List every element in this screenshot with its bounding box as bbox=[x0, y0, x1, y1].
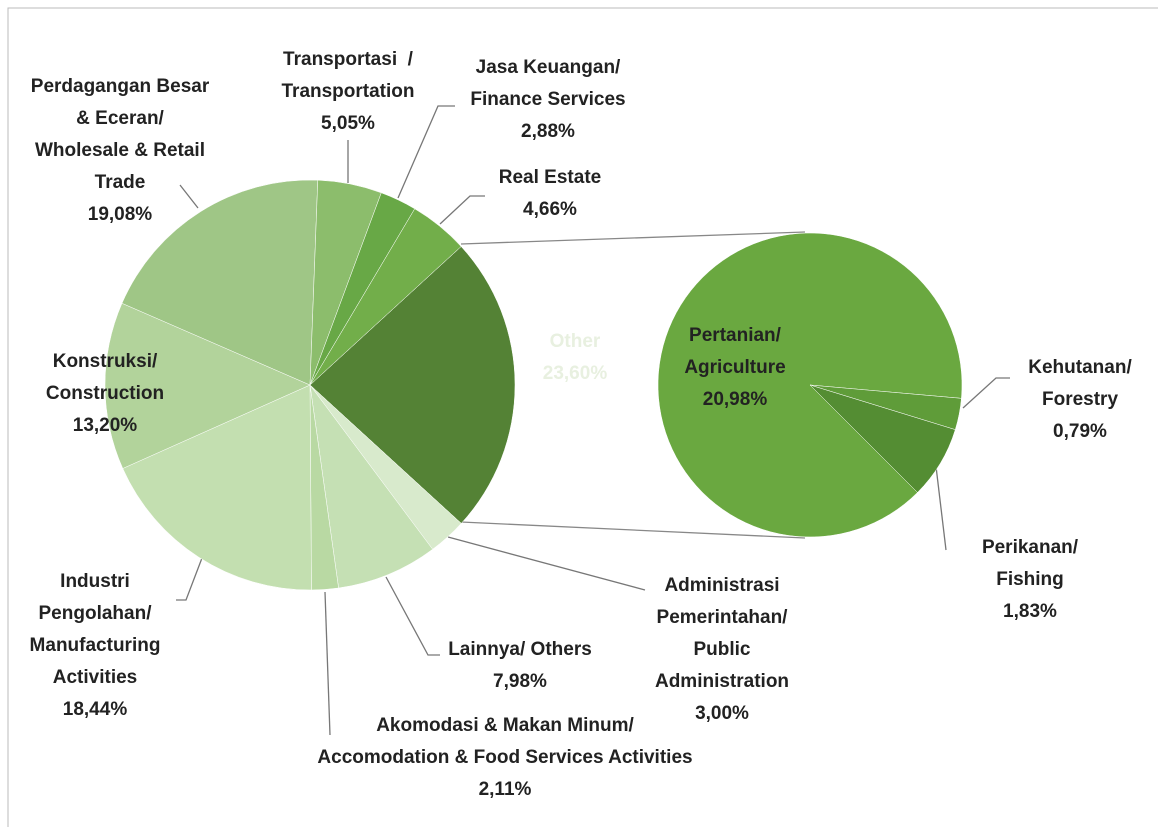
category-label: Akomodasi & Makan Minum/ Accomodation & … bbox=[317, 715, 693, 768]
value-label: 13,20% bbox=[72, 415, 138, 436]
leader-line bbox=[439, 195, 485, 225]
value-label: 7,98% bbox=[493, 671, 547, 692]
category-label: Transportasi / Transportation bbox=[281, 49, 415, 102]
value-label: 5,05% bbox=[321, 113, 375, 134]
leader-line bbox=[179, 184, 199, 209]
category-label: Real Estate bbox=[498, 167, 602, 188]
category-label: Pertanian/ Agriculture bbox=[684, 325, 786, 378]
value-label: 18,44% bbox=[62, 699, 128, 720]
slice bbox=[122, 384, 312, 591]
slice-label: Perdagangan Besar & Eceran/ Wholesale & … bbox=[31, 71, 209, 231]
category-label: Other bbox=[549, 331, 601, 352]
slice bbox=[309, 384, 433, 589]
leader-line bbox=[962, 377, 1010, 409]
value-label: 23,60% bbox=[542, 363, 608, 384]
slice-label: Industri Pengolahan/ Manufacturing Activ… bbox=[30, 566, 161, 726]
leader-line bbox=[324, 591, 331, 736]
connectors bbox=[460, 231, 806, 539]
slice bbox=[121, 179, 319, 386]
slice-label: Real Estate 4,66% bbox=[499, 162, 601, 226]
leader-line bbox=[447, 536, 646, 591]
slice bbox=[309, 208, 462, 386]
category-label: Kehutanan/ Forestry bbox=[1028, 357, 1132, 410]
leader-line bbox=[385, 576, 440, 656]
category-label: Konstruksi/ Construction bbox=[45, 351, 165, 404]
leader-line bbox=[176, 557, 203, 601]
slice bbox=[809, 384, 956, 493]
category-label: Industri Pengolahan/ Manufacturing Activ… bbox=[29, 571, 161, 688]
connector bbox=[460, 231, 806, 245]
slice bbox=[104, 302, 311, 469]
slice-label: Jasa Keuangan/ Finance Services 2,88% bbox=[470, 52, 625, 148]
slice bbox=[309, 246, 516, 524]
slice-label: Lainnya/ Others 7,98% bbox=[448, 634, 592, 698]
connector bbox=[460, 521, 806, 539]
slice-label: Kehutanan/ Forestry 0,79% bbox=[1028, 352, 1131, 448]
category-label: Perikanan/ Fishing bbox=[981, 537, 1079, 590]
category-label: Administrasi Pemerintahan/ Public Admini… bbox=[654, 575, 790, 692]
leader-line bbox=[397, 105, 455, 199]
slice-label: Pertanian/ Agriculture 20,98% bbox=[684, 320, 785, 416]
value-label: 1,83% bbox=[1003, 601, 1057, 622]
slice-label: Transportasi / Transportation 5,05% bbox=[281, 44, 414, 140]
slice-label: Other 23,60% bbox=[543, 326, 607, 390]
value-label: 2,88% bbox=[521, 121, 575, 142]
value-label: 3,00% bbox=[695, 703, 749, 724]
slice-label: Administrasi Pemerintahan/ Public Admini… bbox=[655, 570, 789, 730]
category-label: Perdagangan Besar & Eceran/ Wholesale & … bbox=[30, 76, 210, 193]
category-label: Jasa Keuangan/ Finance Services bbox=[470, 57, 626, 110]
frame bbox=[7, 7, 1158, 827]
leader-lines bbox=[176, 105, 1010, 736]
slice-label: Perikanan/ Fishing 1,83% bbox=[982, 532, 1078, 628]
value-label: 4,66% bbox=[523, 199, 577, 220]
value-label: 19,08% bbox=[87, 204, 153, 225]
category-label: Lainnya/ Others bbox=[448, 639, 592, 660]
value-label: 0,79% bbox=[1053, 421, 1107, 442]
slice-label: Akomodasi & Makan Minum/ Accomodation & … bbox=[317, 710, 692, 806]
slice-label: Konstruksi/ Construction 13,20% bbox=[46, 346, 164, 442]
value-label: 20,98% bbox=[702, 389, 768, 410]
leader-line bbox=[934, 457, 947, 551]
value-label: 2,11% bbox=[478, 779, 532, 800]
